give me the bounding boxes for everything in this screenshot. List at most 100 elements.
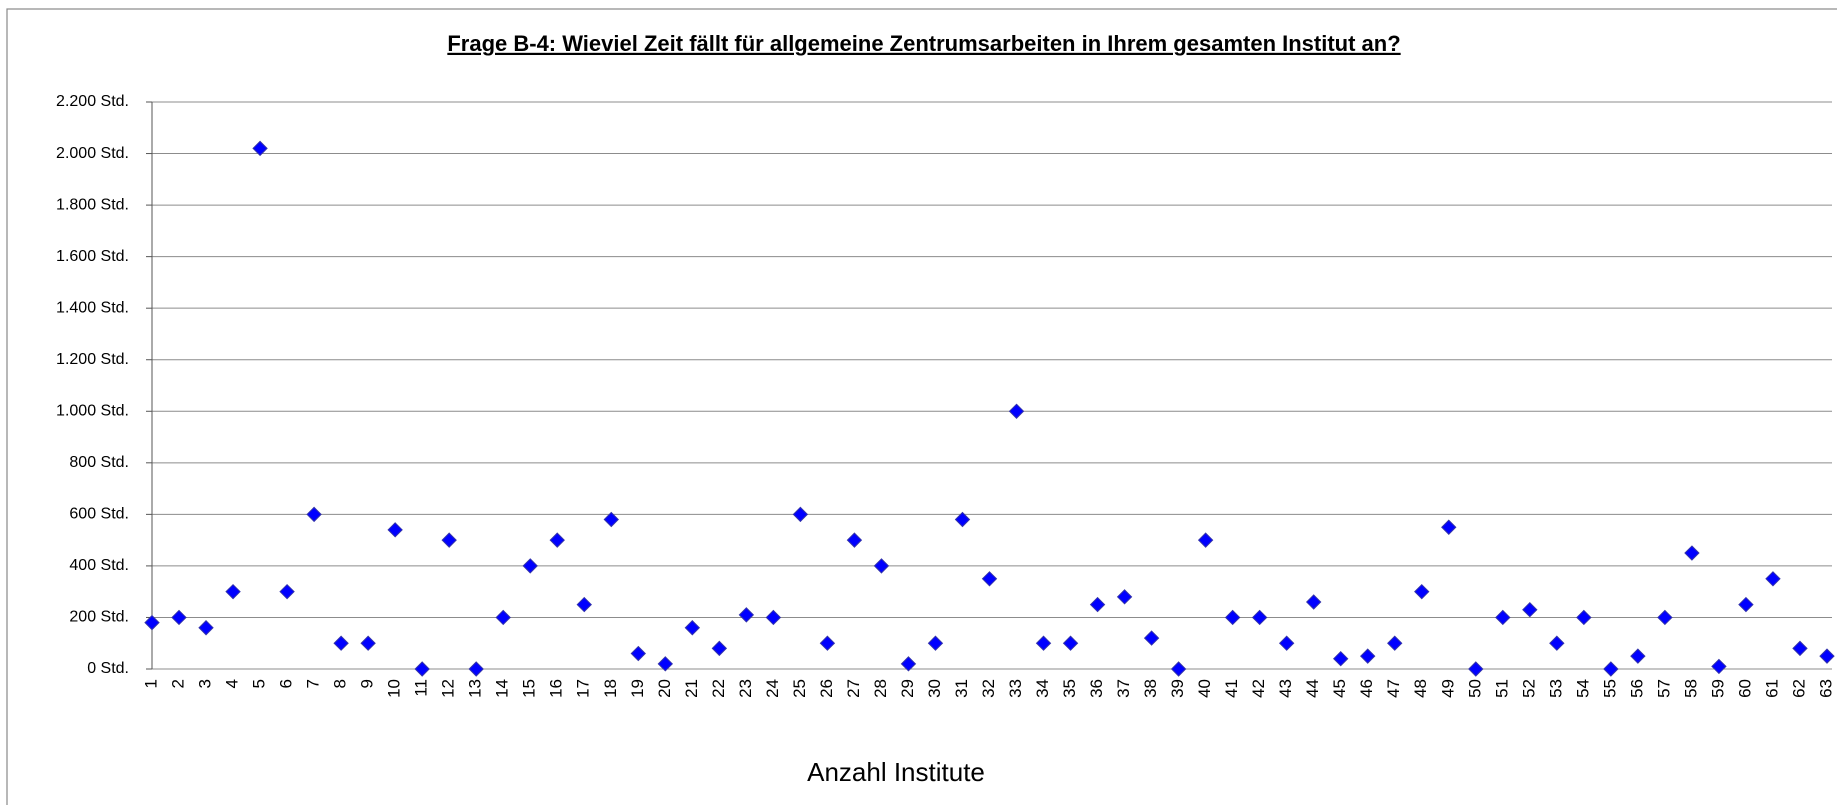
y-tick-label: 1.800 Std. bbox=[56, 196, 129, 213]
point bbox=[792, 506, 809, 523]
x-tick-label: 1 bbox=[141, 679, 160, 688]
x-tick-label: 16 bbox=[547, 679, 566, 698]
point bbox=[684, 620, 701, 636]
x-tick-label: 34 bbox=[1033, 679, 1052, 698]
point bbox=[1062, 635, 1079, 651]
point bbox=[738, 607, 755, 623]
chart-frame bbox=[6, 8, 1837, 805]
x-tick-label: 12 bbox=[439, 679, 458, 698]
point bbox=[981, 571, 998, 587]
x-tick-label: 13 bbox=[466, 679, 485, 698]
point bbox=[954, 511, 971, 528]
point bbox=[846, 532, 863, 548]
x-tick-label: 59 bbox=[1708, 679, 1727, 698]
point bbox=[1738, 596, 1754, 613]
point bbox=[1116, 589, 1133, 605]
x-tick-label: 33 bbox=[1006, 679, 1025, 698]
x-tick-label: 4 bbox=[223, 679, 242, 688]
x-tick-label: 2 bbox=[169, 679, 188, 688]
x-tick-label: 36 bbox=[1087, 679, 1106, 698]
point bbox=[144, 614, 160, 631]
point bbox=[819, 635, 836, 651]
x-tick-label: 27 bbox=[844, 679, 863, 698]
x-tick-label: 6 bbox=[277, 679, 296, 688]
x-tick-label: 42 bbox=[1249, 679, 1268, 698]
x-tick-label: 44 bbox=[1303, 679, 1322, 698]
point bbox=[1657, 609, 1673, 626]
point bbox=[360, 635, 376, 651]
x-tick-label: 49 bbox=[1438, 679, 1457, 698]
y-tick-label: 1.200 Std. bbox=[56, 351, 129, 368]
x-tick-label: 60 bbox=[1735, 679, 1754, 698]
point bbox=[927, 635, 944, 651]
x-tick-label: 58 bbox=[1681, 679, 1700, 698]
x-tick-label: 54 bbox=[1573, 679, 1592, 698]
point bbox=[306, 506, 322, 523]
point bbox=[198, 620, 214, 636]
point bbox=[1495, 609, 1511, 626]
x-tick-label: 40 bbox=[1195, 679, 1214, 698]
x-tick-label: 47 bbox=[1384, 679, 1403, 698]
x-tick-label: 23 bbox=[736, 679, 755, 698]
point bbox=[1684, 545, 1700, 561]
x-tick-label: 5 bbox=[250, 679, 269, 688]
x-tick-label: 62 bbox=[1789, 679, 1808, 698]
x-tick-label: 35 bbox=[1060, 679, 1079, 698]
x-tick-label: 14 bbox=[493, 679, 512, 698]
point bbox=[1387, 635, 1403, 651]
x-tick-label: 55 bbox=[1600, 679, 1619, 698]
y-tick-label: 2.200 Std. bbox=[56, 93, 129, 110]
point bbox=[1224, 609, 1241, 626]
point bbox=[1278, 635, 1295, 651]
point bbox=[1170, 661, 1187, 677]
x-tick-label: 43 bbox=[1276, 679, 1295, 698]
point bbox=[1603, 661, 1619, 677]
x-tick-label: 31 bbox=[952, 679, 971, 698]
point bbox=[522, 558, 538, 574]
point bbox=[1360, 648, 1376, 664]
x-tick-label: 61 bbox=[1762, 679, 1781, 698]
y-tick-label: 1.400 Std. bbox=[56, 299, 129, 316]
point bbox=[1251, 609, 1268, 626]
point bbox=[1305, 594, 1322, 610]
point bbox=[1008, 403, 1025, 419]
point bbox=[765, 609, 782, 626]
point bbox=[441, 532, 457, 548]
x-tick-label: 17 bbox=[574, 679, 593, 698]
x-tick-label: 19 bbox=[628, 679, 647, 698]
point bbox=[873, 558, 890, 574]
point bbox=[387, 522, 403, 538]
y-tick-label: 800 Std. bbox=[69, 454, 129, 471]
y-tick-label: 1.000 Std. bbox=[56, 402, 129, 419]
x-tick-label: 56 bbox=[1627, 679, 1646, 698]
point bbox=[171, 609, 187, 626]
point bbox=[414, 661, 430, 677]
x-tick-label: 63 bbox=[1816, 679, 1835, 698]
x-tick-label: 3 bbox=[196, 679, 215, 688]
point bbox=[576, 596, 592, 613]
point bbox=[1143, 630, 1160, 646]
point bbox=[1522, 602, 1538, 618]
x-tick-label: 11 bbox=[412, 679, 431, 697]
point bbox=[711, 640, 728, 657]
point bbox=[1765, 571, 1781, 587]
x-axis-title: Anzahl Institute bbox=[807, 757, 985, 787]
x-tick-label: 45 bbox=[1330, 679, 1349, 698]
x-tick-label: 9 bbox=[358, 679, 377, 688]
point bbox=[1819, 648, 1835, 664]
x-tick-label: 38 bbox=[1141, 679, 1160, 698]
point bbox=[1576, 609, 1592, 626]
y-tick-label: 0 Std. bbox=[87, 660, 129, 677]
point bbox=[279, 583, 295, 600]
point bbox=[495, 609, 511, 626]
x-tick-label: 15 bbox=[520, 679, 539, 698]
x-tick-label: 8 bbox=[331, 679, 350, 688]
point bbox=[900, 656, 917, 672]
x-tick-label: 20 bbox=[655, 679, 674, 698]
x-tick-label: 41 bbox=[1222, 679, 1241, 698]
x-tick-label: 32 bbox=[979, 679, 998, 698]
point bbox=[225, 583, 241, 600]
x-tick-label: 21 bbox=[682, 679, 701, 698]
y-tick-label: 200 Std. bbox=[69, 609, 129, 626]
